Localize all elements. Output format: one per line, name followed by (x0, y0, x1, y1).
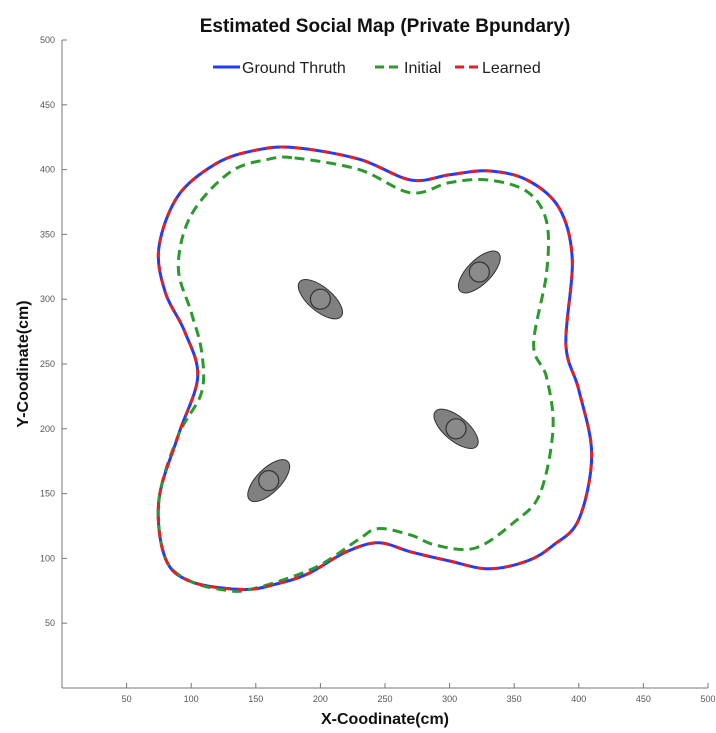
series-learned-line (156, 145, 594, 592)
person-head (309, 288, 331, 310)
y-tick-label: 450 (40, 100, 55, 110)
legend-label-ground-truth: Ground Thruth (242, 60, 346, 77)
x-tick-label: 100 (184, 694, 199, 704)
x-tick-label: 450 (636, 694, 651, 704)
x-tick-label: 350 (507, 694, 522, 704)
person-marker (247, 459, 291, 503)
y-tick-label: 100 (40, 553, 55, 563)
axes (61, 40, 708, 689)
axis-ticks: 50 100 150 200 250 300 350 400 450 500 50 100 150 200… (40, 35, 716, 704)
x-tick-label: 500 (700, 694, 715, 704)
person-head (445, 418, 467, 440)
series-initial-line (156, 155, 555, 593)
x-axis-label: X-Coodinate(cm) (321, 711, 449, 728)
y-tick-label: 250 (40, 359, 55, 369)
y-axis-label: Y-Coodinate(cm) (15, 300, 32, 427)
legend: Ground Thruth Initial Learned (213, 60, 541, 77)
x-tick-label: 150 (248, 694, 263, 704)
series-layer (156, 145, 594, 593)
person-marker (433, 408, 479, 449)
people-layer (247, 250, 501, 503)
legend-label-learned: Learned (482, 60, 541, 77)
y-tick-label: 300 (40, 294, 55, 304)
y-tick-label: 350 (40, 229, 55, 239)
series-ground-truth-line (156, 145, 594, 592)
x-tick-label: 400 (571, 694, 586, 704)
x-tick-label: 200 (313, 694, 328, 704)
chart-title: Estimated Social Map (Private Bpundary) (200, 16, 571, 37)
x-tick-label: 300 (442, 694, 457, 704)
y-tick-label: 50 (45, 618, 55, 628)
y-tick-label: 150 (40, 489, 55, 499)
legend-label-initial: Initial (404, 60, 441, 77)
x-tick-label: 250 (377, 694, 392, 704)
y-tick-label: 500 (40, 35, 55, 45)
person-marker (457, 250, 501, 294)
y-tick-label: 400 (40, 165, 55, 175)
y-tick-label: 200 (40, 424, 55, 434)
x-tick-label: 50 (122, 694, 132, 704)
person-head (468, 261, 490, 283)
person-head (258, 470, 280, 492)
person-marker (297, 279, 343, 320)
